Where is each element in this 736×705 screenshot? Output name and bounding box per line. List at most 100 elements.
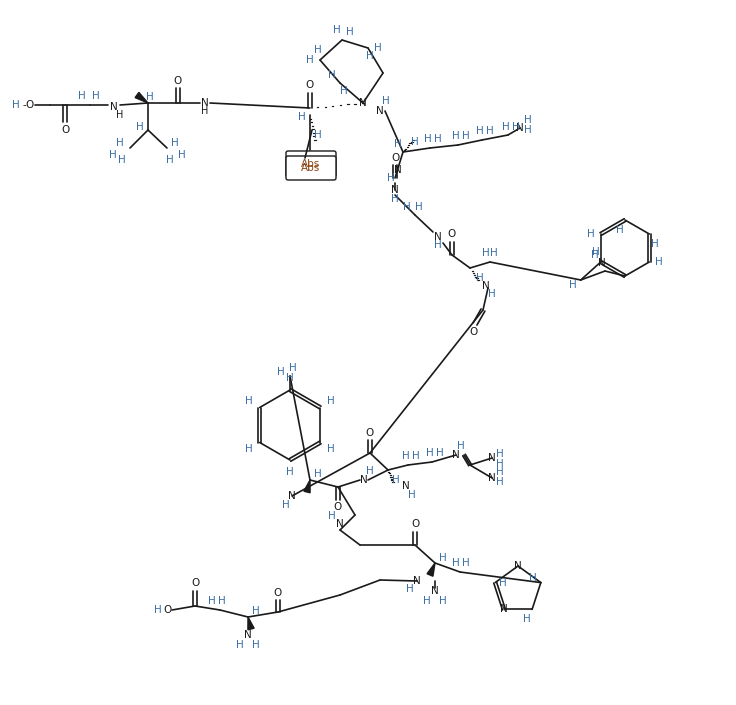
Text: H: H xyxy=(136,122,144,132)
Text: Abs: Abs xyxy=(301,163,321,173)
Text: O: O xyxy=(366,428,374,438)
Text: N: N xyxy=(598,258,606,268)
Text: H: H xyxy=(524,125,532,135)
Text: N: N xyxy=(482,281,490,291)
Text: H: H xyxy=(412,451,420,461)
Text: H: H xyxy=(496,449,504,459)
Text: H: H xyxy=(346,27,354,37)
Text: N: N xyxy=(110,102,118,112)
Polygon shape xyxy=(248,617,254,630)
Text: H: H xyxy=(529,572,537,582)
FancyBboxPatch shape xyxy=(286,151,336,177)
Text: H: H xyxy=(333,25,341,35)
Text: H: H xyxy=(146,92,154,102)
Text: H: H xyxy=(382,96,390,106)
Text: H: H xyxy=(452,558,460,568)
Text: H: H xyxy=(392,475,400,485)
Text: N: N xyxy=(488,453,496,463)
Text: H: H xyxy=(286,467,294,477)
Text: H: H xyxy=(457,441,465,451)
Text: -: - xyxy=(22,100,26,110)
Text: H: H xyxy=(426,448,434,458)
Text: O: O xyxy=(334,502,342,512)
Text: H: H xyxy=(277,367,285,377)
Text: H: H xyxy=(314,45,322,55)
Text: H: H xyxy=(402,451,410,461)
Text: H: H xyxy=(488,289,496,299)
Text: N: N xyxy=(376,106,384,116)
Text: H: H xyxy=(387,173,395,183)
Text: H: H xyxy=(366,51,374,61)
Text: H: H xyxy=(109,150,117,160)
Text: H: H xyxy=(406,584,414,594)
Text: O: O xyxy=(191,578,199,588)
Text: H: H xyxy=(218,596,226,606)
Text: H: H xyxy=(314,469,322,479)
Text: H: H xyxy=(616,225,624,235)
Text: H: H xyxy=(524,115,532,125)
Text: H: H xyxy=(118,155,126,165)
Text: N: N xyxy=(500,604,508,615)
Text: O: O xyxy=(391,153,399,163)
Text: H: H xyxy=(439,553,447,563)
Text: H: H xyxy=(289,363,297,373)
Text: Abs: Abs xyxy=(301,159,321,169)
Text: H: H xyxy=(252,640,260,650)
Text: N: N xyxy=(336,519,344,529)
Text: N: N xyxy=(488,473,496,483)
Text: H: H xyxy=(166,155,174,165)
Text: H: H xyxy=(523,615,531,625)
Text: H: H xyxy=(439,596,447,606)
Text: H: H xyxy=(403,202,411,212)
Text: H: H xyxy=(306,55,314,65)
Text: H: H xyxy=(12,100,20,110)
Text: H: H xyxy=(452,131,460,141)
Text: O: O xyxy=(26,100,34,110)
Text: H: H xyxy=(78,91,86,101)
Text: H: H xyxy=(569,280,576,290)
Text: H: H xyxy=(476,126,484,136)
Text: H: H xyxy=(327,396,335,407)
Text: H: H xyxy=(328,511,336,521)
Polygon shape xyxy=(304,480,310,493)
Text: O: O xyxy=(61,125,69,135)
Text: N: N xyxy=(431,586,439,596)
Text: H: H xyxy=(592,247,600,257)
Text: H: H xyxy=(366,466,374,476)
Text: H: H xyxy=(434,240,442,250)
Text: H: H xyxy=(408,490,416,500)
Text: H: H xyxy=(587,229,595,239)
Text: H: H xyxy=(512,122,520,132)
Text: N: N xyxy=(514,561,522,571)
Text: N: N xyxy=(360,475,368,485)
Text: O: O xyxy=(448,229,456,239)
Text: H: H xyxy=(340,86,348,96)
Text: H: H xyxy=(436,448,444,458)
Text: H: H xyxy=(314,130,322,140)
Text: H: H xyxy=(202,106,209,116)
Text: O: O xyxy=(411,519,419,529)
Text: H: H xyxy=(282,500,290,510)
Text: H: H xyxy=(298,112,306,122)
Text: O: O xyxy=(164,605,172,615)
Text: H: H xyxy=(171,138,179,148)
Text: H: H xyxy=(496,477,504,487)
Text: N: N xyxy=(391,185,399,195)
Text: H: H xyxy=(245,443,253,453)
Text: H: H xyxy=(496,467,504,477)
Text: H: H xyxy=(499,577,507,587)
Text: H: H xyxy=(92,91,100,101)
Text: H: H xyxy=(476,273,484,283)
Text: H: H xyxy=(178,150,186,160)
Text: H: H xyxy=(490,248,498,258)
Text: H: H xyxy=(415,202,423,212)
Text: H: H xyxy=(651,239,659,249)
FancyBboxPatch shape xyxy=(286,156,336,180)
Text: H: H xyxy=(591,250,599,260)
Text: H: H xyxy=(374,43,382,53)
Text: O: O xyxy=(274,588,282,598)
Text: N: N xyxy=(394,165,402,175)
Polygon shape xyxy=(135,92,148,103)
Text: H: H xyxy=(655,257,663,267)
Text: H: H xyxy=(116,110,124,120)
